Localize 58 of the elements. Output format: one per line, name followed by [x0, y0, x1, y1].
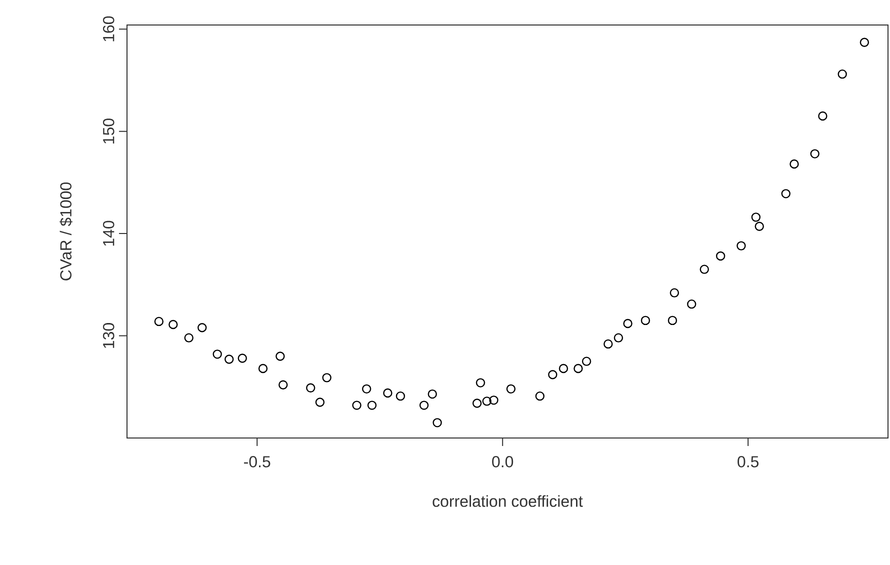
point [476, 378, 486, 388]
point [315, 398, 325, 407]
point [838, 69, 847, 79]
point [258, 364, 268, 374]
point [751, 212, 761, 222]
point [574, 364, 583, 374]
y-tick-label: 150 [102, 118, 114, 144]
y-tick-label: 140 [102, 220, 114, 246]
point [614, 333, 624, 342]
point [352, 400, 362, 410]
point [154, 316, 164, 326]
point [212, 350, 222, 359]
point [623, 318, 632, 328]
point [168, 320, 178, 330]
point [432, 418, 442, 428]
point [472, 398, 482, 408]
point [535, 391, 545, 401]
point [558, 364, 568, 374]
point [548, 370, 558, 380]
point [489, 396, 498, 405]
point [224, 354, 234, 364]
point [736, 241, 746, 250]
point [198, 322, 207, 332]
point [276, 352, 285, 361]
point [582, 356, 592, 366]
point [700, 264, 709, 274]
point [482, 396, 492, 406]
point [790, 159, 799, 169]
point [238, 354, 247, 363]
point [716, 251, 726, 261]
point [419, 400, 429, 410]
point [362, 384, 372, 394]
point [383, 388, 392, 398]
y-tick-label: 130 [102, 323, 114, 348]
point [668, 316, 678, 326]
point [640, 316, 650, 326]
point [306, 383, 316, 393]
point [428, 389, 437, 399]
x-tick-label: 0.0 [492, 456, 514, 468]
point [670, 288, 680, 298]
point [278, 380, 288, 390]
y-axis-title: CVaR / $1000 [60, 182, 72, 280]
point [781, 189, 790, 198]
x-tick-label: -0.5 [244, 456, 270, 468]
point [810, 149, 820, 158]
x-tick-label: 0.5 [738, 456, 759, 468]
y-tick-label: 160 [102, 16, 114, 42]
point [860, 38, 870, 47]
point [754, 222, 764, 231]
point [818, 111, 828, 121]
point [367, 400, 377, 410]
point [184, 333, 194, 342]
point [322, 373, 332, 382]
point [687, 299, 696, 309]
x-axis-title: correlation coefficient [432, 495, 583, 507]
point [604, 339, 613, 349]
point [396, 391, 406, 401]
point [506, 384, 516, 394]
